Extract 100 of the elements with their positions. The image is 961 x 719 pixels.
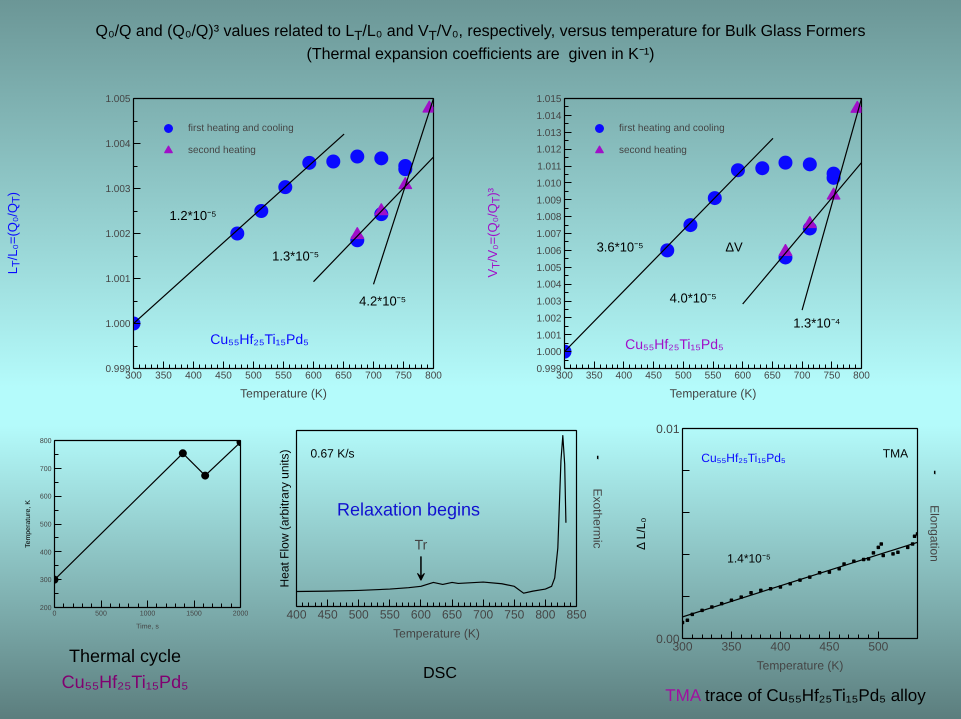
x-tick-label: 450: [318, 608, 338, 622]
annotation: 0.67 K/s: [310, 446, 355, 460]
point: [749, 590, 753, 594]
x-tick-label: 650: [442, 608, 462, 622]
x-tick-label: 650: [764, 370, 782, 382]
x-tick-label: 650: [335, 370, 352, 382]
annotation: Cu₅₅Hf₂₅Ti₁₅Pd₅: [701, 450, 786, 465]
x-tick-label: 750: [504, 608, 525, 622]
x-tick-label: 600: [305, 370, 322, 382]
point: [912, 534, 916, 538]
x-tick-label: 550: [380, 608, 400, 622]
y-tick-label: 1.004: [536, 280, 562, 291]
text: Elongation: [928, 505, 942, 562]
point: [872, 551, 876, 555]
y-tick-label: 1.003: [105, 184, 131, 195]
y-tick-label: 1.014: [536, 110, 562, 122]
y-tick-label: 1.011: [537, 162, 562, 172]
text: Q₀/Q and (Q₀/Q)³ values related to L$_{T}$/L₀ and V$_{T}$/V₀, respectively, versus temperature for Bulk Glass Formers: [96, 22, 866, 44]
x-axis-title: Temperature (K): [240, 386, 327, 400]
annotation: Cu₅₅Hf₂₅Ti₁₅Pd₅: [625, 336, 724, 352]
x-tick-label: 400: [616, 370, 633, 382]
y-tick-label: 1.013: [536, 128, 562, 139]
text: Cu₅₅Hf₂₅Ti₁₅Pd₅: [62, 671, 188, 694]
point: [881, 554, 885, 558]
y-tick-label: 1.007: [536, 229, 562, 240]
y-tick-label: 1.002: [105, 229, 131, 240]
x-tick-label: 500: [348, 608, 370, 622]
y-tick-label: 1.010: [536, 178, 562, 190]
legend-label: first heating and cooling: [619, 122, 725, 134]
x-axis-title: Temperature (K): [670, 386, 756, 400]
annotation: 1.3*10⁻⁴: [793, 315, 840, 330]
x-tick-label: 400: [770, 640, 791, 654]
text: Thermal cycle: [68, 645, 182, 668]
annotation: Tr: [414, 536, 428, 552]
x-tick-label: 500: [868, 640, 889, 654]
annotation: TMA: [882, 446, 908, 461]
y-tick-label: 1.004: [105, 139, 131, 150]
y-tick-label: 1.008: [536, 212, 562, 224]
y-tick-label: 1.009: [536, 195, 562, 206]
y-tick-label: 1.000: [105, 319, 131, 330]
point: [778, 156, 792, 170]
y-tick-label: 1.002: [536, 313, 562, 324]
text: DSC: [423, 664, 457, 684]
text: Exothermic: [590, 488, 604, 549]
x-tick-label: 500: [674, 370, 692, 382]
annotation: ΔV: [725, 240, 744, 254]
y-tick-label: 0.01: [656, 422, 680, 436]
x-tick-label: 550: [704, 370, 722, 382]
x-tick-label: 450: [215, 370, 232, 382]
annotation: 1.4*10⁻⁵: [727, 552, 771, 566]
text: TMA trace of Cu₅₅Hf₂₅Ti₁₅Pd₅ alloy: [665, 685, 926, 707]
text: (Thermal expansion coefficients are given in K⁻¹): [306, 44, 656, 64]
x-tick-label: 700: [473, 608, 494, 622]
annotation: 1.2*10⁻⁵: [170, 208, 216, 223]
x-tick-label: 750: [823, 370, 841, 382]
x-tick-label: 600: [410, 608, 432, 622]
point: [876, 546, 880, 550]
point: [828, 570, 832, 574]
y-tick-label: 1.015: [536, 94, 562, 105]
annotation: Cu₅₅Hf₂₅Ti₁₅Pd₅: [210, 330, 309, 347]
x-tick-label: 450: [819, 640, 840, 654]
x-tick-label: 350: [586, 370, 603, 382]
x-tick-label: 800: [853, 370, 870, 382]
y-tick-label: 1.001: [105, 274, 131, 285]
point: [802, 157, 817, 172]
x-tick-label: 400: [286, 608, 307, 622]
point: [755, 161, 770, 176]
point: [686, 618, 690, 622]
x-tick-label: 550: [275, 370, 292, 382]
x-tick-label: 750: [395, 370, 412, 382]
y-tick-label: 1.012: [536, 144, 562, 156]
x-tick-label: 500: [245, 370, 262, 382]
y-tick-label: 1.006: [536, 246, 562, 257]
x-tick-label: 350: [155, 370, 172, 382]
x-tick-label: 700: [794, 370, 811, 382]
x-tick-label: 850: [566, 608, 587, 622]
y-axis-title: Δ L/L₀: [634, 518, 648, 550]
x-tick-label: 300: [556, 370, 574, 382]
y-axis-title: Heat Flow (arbitrary units): [278, 449, 292, 588]
x-tick-label: 450: [645, 370, 662, 382]
x-tick-label: 350: [721, 640, 742, 654]
x-tick-label: 400: [185, 370, 202, 382]
point: [730, 163, 745, 178]
annotation: Relaxation begins: [336, 500, 480, 520]
y-tick-label: 1.005: [536, 262, 562, 274]
legend-label: first heating and cooling: [188, 122, 294, 134]
point: [374, 151, 388, 166]
annotation: 4.2*10⁻⁵: [359, 294, 406, 308]
point: [880, 542, 884, 546]
x-tick-label: 300: [125, 370, 142, 382]
point: [891, 552, 895, 556]
point: [326, 154, 340, 168]
annotation: 1.3*10⁻⁵: [272, 248, 320, 264]
y-tick-label: 1.000: [536, 347, 562, 358]
annotation: 4.0*10⁻⁵: [670, 290, 717, 306]
x-tick-label: 800: [425, 370, 442, 382]
point: [350, 150, 364, 164]
y-tick-label: 1.003: [536, 296, 562, 308]
y-tick-label: 1.001: [536, 330, 562, 342]
x-tick-label: 700: [365, 370, 382, 382]
